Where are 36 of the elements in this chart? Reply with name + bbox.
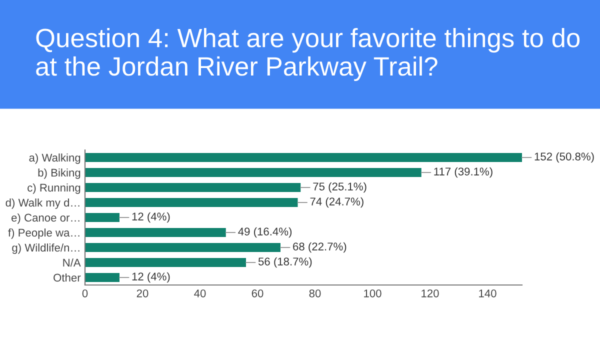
bar (85, 183, 301, 192)
x-tick-label: 100 (364, 289, 382, 298)
bar (85, 258, 246, 267)
y-tick-label: Other (54, 273, 81, 282)
bar (85, 198, 298, 207)
y-tick-label: a) Walking (29, 153, 80, 164)
y-tick-label: d) Walk my d… (6, 198, 80, 209)
data-label: 152 (50.8%) (534, 152, 594, 163)
bar (85, 243, 280, 252)
data-label: 74 (24.7%) (310, 197, 364, 208)
x-tick-label: 40 (194, 289, 206, 298)
y-tick-label: c) Running (28, 183, 80, 194)
y-tick-label: f) People wa… (8, 228, 80, 239)
y-tick-label: N/A (63, 258, 81, 267)
bar (85, 153, 522, 162)
data-label: 56 (18.7%) (258, 257, 312, 268)
x-tick-label: 120 (422, 289, 439, 298)
bar (85, 213, 120, 222)
data-label: 117 (39.1%) (434, 167, 492, 178)
y-tick-label: g) Wildlife/n… (12, 243, 80, 254)
x-tick-label: 80 (309, 289, 321, 298)
data-label: 49 (16.4%) (238, 227, 292, 238)
x-tick-label: 20 (136, 289, 148, 298)
data-label: 75 (25.1%) (313, 182, 366, 193)
x-tick-label: 60 (252, 289, 264, 298)
bar (85, 168, 422, 177)
data-label: 12 (4%) (132, 212, 170, 223)
bar (85, 273, 120, 282)
chart-title: Question 4: What are your favorite things to do at the Jordan River Parkway Trail? (36, 28, 580, 82)
y-tick-label: b) Biking (38, 168, 80, 179)
data-label: 68 (22.7%) (293, 242, 346, 253)
data-label: 12 (4%) (132, 272, 170, 283)
x-tick-label: 140 (479, 289, 496, 298)
x-tick-label: 0 (82, 289, 88, 298)
bar (85, 228, 226, 237)
y-tick-label: e) Canoe or… (12, 213, 80, 224)
